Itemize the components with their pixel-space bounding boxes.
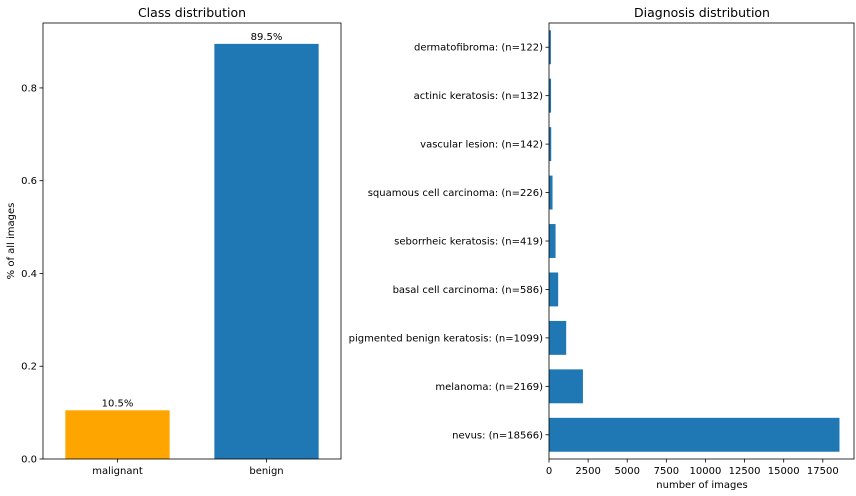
hbar-3 (549, 272, 559, 307)
left-axes-frame (42, 22, 342, 460)
right-plot-area: nevus: (n=18566) melanoma: (n=2169) pigmen… (349, 30, 840, 477)
x-tick-label-benign: benign (249, 466, 283, 477)
bar-benign (214, 43, 319, 459)
data-label-benign: 89.5% (251, 32, 283, 43)
y-tick-label: 0.6 (21, 176, 37, 187)
y-tick-label: pigmented benign keratosis: (n=1099) (349, 333, 543, 344)
data-label-malignant: 10.5% (102, 398, 134, 409)
y-tick-label: nevus: (n=18566) (452, 430, 543, 441)
x-tick-label: 17500 (807, 466, 839, 477)
y-tick-label: 0.2 (21, 362, 37, 373)
x-tick-label-malignant: malignant (92, 466, 143, 477)
hbar-0 (549, 417, 840, 452)
right-chart-title: Diagnosis distribution (634, 5, 770, 20)
class-distribution-chart: Class distribution % of all images 10.5%… (6, 5, 342, 477)
x-tick-label: 15000 (768, 466, 800, 477)
left-chart-title: Class distribution (138, 5, 246, 20)
y-tick-label: basal cell carcinoma: (n=586) (393, 285, 544, 296)
y-tick-label: 0.0 (21, 455, 37, 466)
hbar-5 (549, 175, 553, 210)
x-tick-label: 10000 (690, 466, 722, 477)
y-tick-label: melanoma: (n=2169) (435, 382, 543, 393)
y-tick-label: vascular lesion: (n=142) (420, 140, 543, 151)
y-tick-label: 0.4 (21, 269, 37, 280)
hbar-2 (549, 320, 567, 355)
diagnosis-distribution-chart: Diagnosis distribution number of images … (349, 5, 855, 491)
left-plot-area: 10.5% malignant 89.5% benign 0.0 0.2 0.4 0.6 0.8 (21, 32, 319, 477)
y-tick-label: squamous cell carcinoma: (n=226) (368, 188, 543, 199)
right-axes-frame (548, 22, 855, 460)
hbar-6 (549, 127, 552, 162)
right-x-axis-label: number of images (656, 480, 747, 491)
y-tick-label: 0.8 (21, 83, 37, 94)
hbar-1 (549, 369, 583, 404)
y-tick-label: dermatofibroma: (n=122) (414, 43, 543, 54)
x-tick-label: 12500 (729, 466, 761, 477)
y-tick-label: actinic keratosis: (n=132) (414, 91, 543, 102)
y-tick-label: seborrheic keratosis: (n=419) (394, 237, 543, 248)
x-tick-label: 0 (546, 466, 552, 477)
x-tick-label: 5000 (615, 466, 640, 477)
hbar-4 (549, 224, 556, 258)
hbar-8 (549, 30, 551, 65)
left-y-axis-label: % of all images (6, 203, 17, 280)
x-tick-label: 2500 (575, 466, 600, 477)
hbar-7 (549, 78, 552, 113)
bar-malignant (65, 410, 170, 459)
x-tick-label: 7500 (654, 466, 679, 477)
